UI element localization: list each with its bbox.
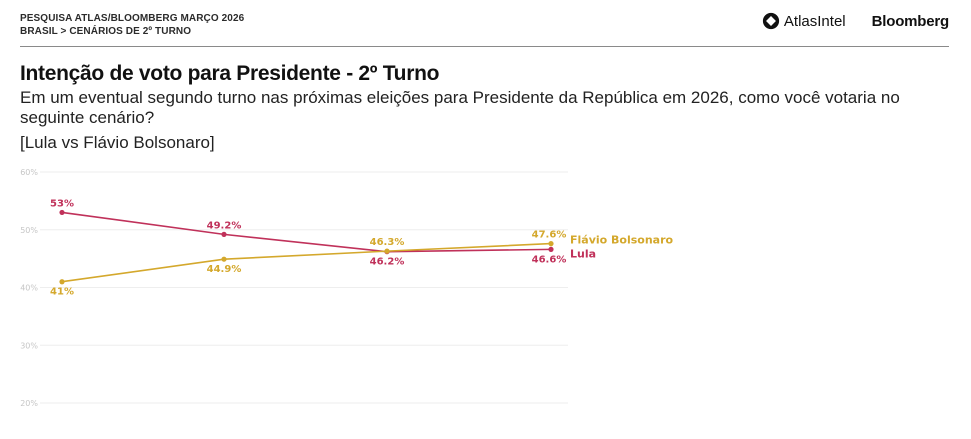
series-points — [59, 209, 554, 285]
data-point — [221, 256, 227, 262]
data-label: 46.3% — [370, 237, 405, 248]
y-tick-label: 40% — [20, 284, 38, 293]
series-line-flavio — [61, 242, 552, 283]
data-point — [548, 241, 554, 247]
survey-header: PESQUISA ATLAS/BLOOMBERG MARÇO 2026 BRAS… — [20, 12, 244, 38]
brand-logos: AtlasIntel Bloomberg — [762, 12, 949, 30]
series-line-lula — [61, 211, 552, 253]
data-labels: 53% 49.2% 46.2% 46.6% 41% 44.9% 46.3% 47.6% — [50, 198, 566, 297]
scenario-label: [Lula vs Flávio Bolsonaro] — [20, 133, 215, 152]
data-point — [384, 248, 390, 254]
legend-label-lula: Lula — [570, 247, 596, 260]
atlasintel-logo-icon — [762, 12, 780, 30]
atlasintel-logo: AtlasIntel — [762, 12, 846, 30]
legend-label-flavio: Flávio Bolsonaro — [570, 234, 674, 247]
data-label: 46.2% — [370, 257, 405, 268]
y-tick-label: 50% — [20, 226, 38, 235]
series-lines — [61, 211, 552, 283]
data-point — [548, 246, 554, 252]
header-divider — [20, 46, 949, 47]
chart-subtitle: Em um eventual segundo turno nas próxima… — [20, 88, 900, 127]
data-label: 41% — [50, 287, 74, 298]
data-label: 47.6% — [532, 230, 567, 241]
data-label: 44.9% — [207, 264, 242, 275]
data-label: 49.2% — [207, 220, 242, 231]
y-tick-label: 30% — [20, 341, 38, 350]
bloomberg-logo: Bloomberg — [871, 12, 950, 30]
data-point — [221, 231, 227, 237]
data-point — [59, 279, 65, 285]
atlasintel-wordmark: AtlasIntel — [783, 12, 846, 30]
y-tick-label: 60% — [20, 168, 38, 177]
data-label: 53% — [50, 198, 74, 209]
y-tick-label: 20% — [20, 399, 38, 408]
data-point — [59, 209, 65, 216]
chart-title: Intenção de voto para Presidente - 2º Tu… — [20, 62, 440, 85]
breadcrumb: BRASIL > CENÁRIOS DE 2º TURNO — [20, 26, 192, 37]
data-label: 46.6% — [532, 254, 567, 265]
survey-name: PESQUISA ATLAS/BLOOMBERG MARÇO 2026 — [20, 13, 245, 24]
grid: 60% 50% 40% 30% 20% — [20, 168, 568, 408]
